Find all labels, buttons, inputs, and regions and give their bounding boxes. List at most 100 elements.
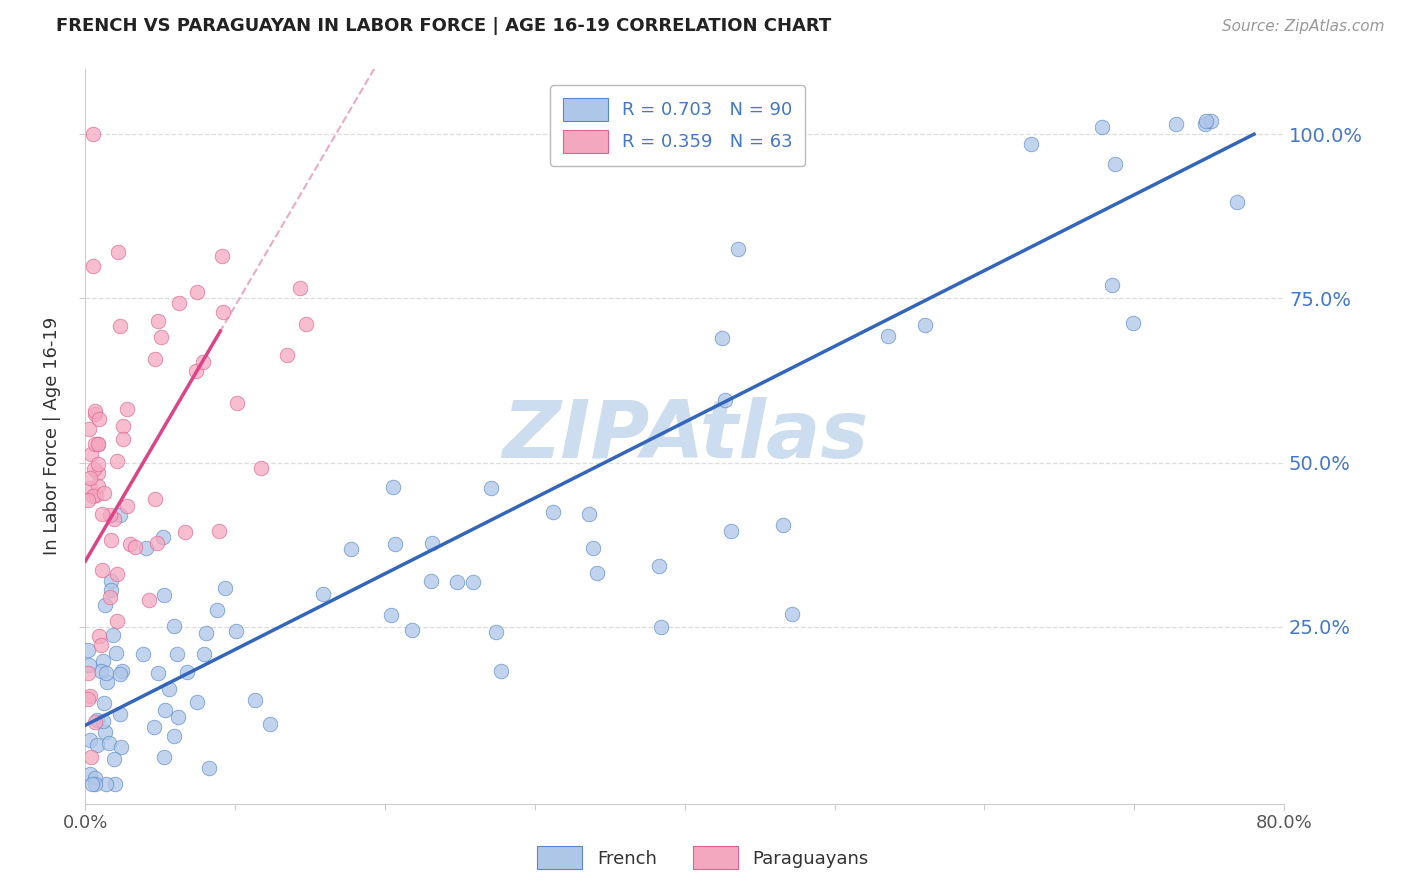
Point bbox=[82, 259, 104, 273]
Point bbox=[191, 355, 214, 369]
Point bbox=[77, 422, 100, 436]
Point bbox=[582, 541, 605, 555]
Point bbox=[149, 330, 172, 344]
Point bbox=[578, 508, 600, 522]
Point bbox=[94, 598, 117, 612]
Point bbox=[124, 541, 146, 555]
Point bbox=[176, 665, 198, 679]
Point bbox=[87, 437, 110, 451]
Point bbox=[93, 486, 115, 500]
Point bbox=[98, 591, 121, 605]
Point bbox=[243, 693, 266, 707]
Point bbox=[104, 646, 127, 660]
Point bbox=[111, 432, 134, 446]
Point bbox=[225, 396, 247, 410]
Point bbox=[77, 692, 100, 706]
Point bbox=[87, 457, 110, 471]
Text: Source: ZipAtlas.com: Source: ZipAtlas.com bbox=[1222, 20, 1385, 34]
Point bbox=[184, 364, 207, 378]
Point bbox=[84, 488, 107, 502]
Point bbox=[80, 750, 103, 764]
Point bbox=[489, 665, 512, 679]
Text: ZIPAtlas: ZIPAtlas bbox=[502, 397, 868, 475]
Point bbox=[153, 588, 176, 602]
Point bbox=[87, 411, 110, 425]
Point bbox=[100, 533, 122, 548]
Point bbox=[108, 667, 131, 681]
Point bbox=[295, 317, 318, 331]
Point bbox=[146, 535, 169, 549]
Point bbox=[96, 777, 118, 791]
Point bbox=[143, 352, 166, 367]
Point bbox=[87, 478, 110, 492]
Point bbox=[153, 703, 176, 717]
Point bbox=[84, 436, 107, 450]
Point bbox=[193, 647, 215, 661]
Point bbox=[82, 489, 104, 503]
Legend: R = 0.703   N = 90, R = 0.359   N = 63: R = 0.703 N = 90, R = 0.359 N = 63 bbox=[550, 85, 806, 166]
Point bbox=[259, 717, 281, 731]
Point bbox=[250, 460, 273, 475]
Point bbox=[80, 447, 103, 461]
Point bbox=[103, 512, 125, 526]
Point bbox=[1166, 117, 1188, 131]
Point bbox=[86, 738, 108, 752]
Point bbox=[1195, 114, 1218, 128]
Point bbox=[79, 732, 101, 747]
Point bbox=[198, 761, 221, 775]
Point bbox=[214, 581, 236, 595]
Point bbox=[541, 505, 564, 519]
Point bbox=[105, 614, 128, 628]
Point bbox=[100, 574, 122, 589]
Point bbox=[167, 296, 190, 310]
Point bbox=[84, 407, 107, 421]
Point bbox=[90, 664, 112, 678]
Point bbox=[1194, 117, 1216, 131]
Point bbox=[135, 541, 157, 555]
Y-axis label: In Labor Force | Age 16-19: In Labor Force | Age 16-19 bbox=[44, 318, 60, 556]
Point bbox=[93, 696, 115, 710]
Point bbox=[80, 777, 103, 791]
Point bbox=[83, 404, 105, 418]
Point bbox=[276, 348, 298, 362]
Point bbox=[79, 481, 101, 495]
Point bbox=[107, 245, 129, 260]
Point bbox=[83, 771, 105, 785]
Point bbox=[1226, 195, 1249, 210]
Point bbox=[108, 707, 131, 722]
Point bbox=[714, 393, 737, 408]
Point bbox=[288, 281, 311, 295]
Point bbox=[94, 725, 117, 739]
Point bbox=[98, 508, 121, 523]
Point bbox=[110, 740, 132, 755]
Point bbox=[146, 314, 169, 328]
Point bbox=[211, 305, 233, 319]
Point bbox=[84, 777, 107, 791]
Point bbox=[382, 480, 405, 494]
Point bbox=[727, 242, 749, 256]
Point bbox=[76, 642, 98, 657]
Point bbox=[479, 481, 502, 495]
Point bbox=[143, 492, 166, 507]
Point bbox=[138, 593, 160, 607]
Point bbox=[111, 664, 134, 678]
Point bbox=[166, 647, 188, 661]
Point bbox=[1199, 114, 1222, 128]
Point bbox=[1104, 156, 1126, 170]
Point bbox=[208, 524, 231, 538]
Point bbox=[648, 559, 671, 574]
Point bbox=[105, 454, 128, 468]
Point bbox=[420, 574, 443, 589]
Point bbox=[82, 127, 104, 141]
Point bbox=[312, 587, 335, 601]
Point bbox=[485, 624, 508, 639]
Point bbox=[1122, 316, 1144, 330]
Text: FRENCH VS PARAGUAYAN IN LABOR FORCE | AGE 16-19 CORRELATION CHART: FRENCH VS PARAGUAYAN IN LABOR FORCE | AG… bbox=[56, 17, 831, 35]
Point bbox=[186, 285, 208, 299]
Point bbox=[83, 462, 105, 476]
Point bbox=[77, 666, 100, 681]
Point bbox=[876, 329, 898, 343]
Point bbox=[111, 419, 134, 434]
Point bbox=[100, 583, 122, 598]
Point bbox=[104, 777, 127, 791]
